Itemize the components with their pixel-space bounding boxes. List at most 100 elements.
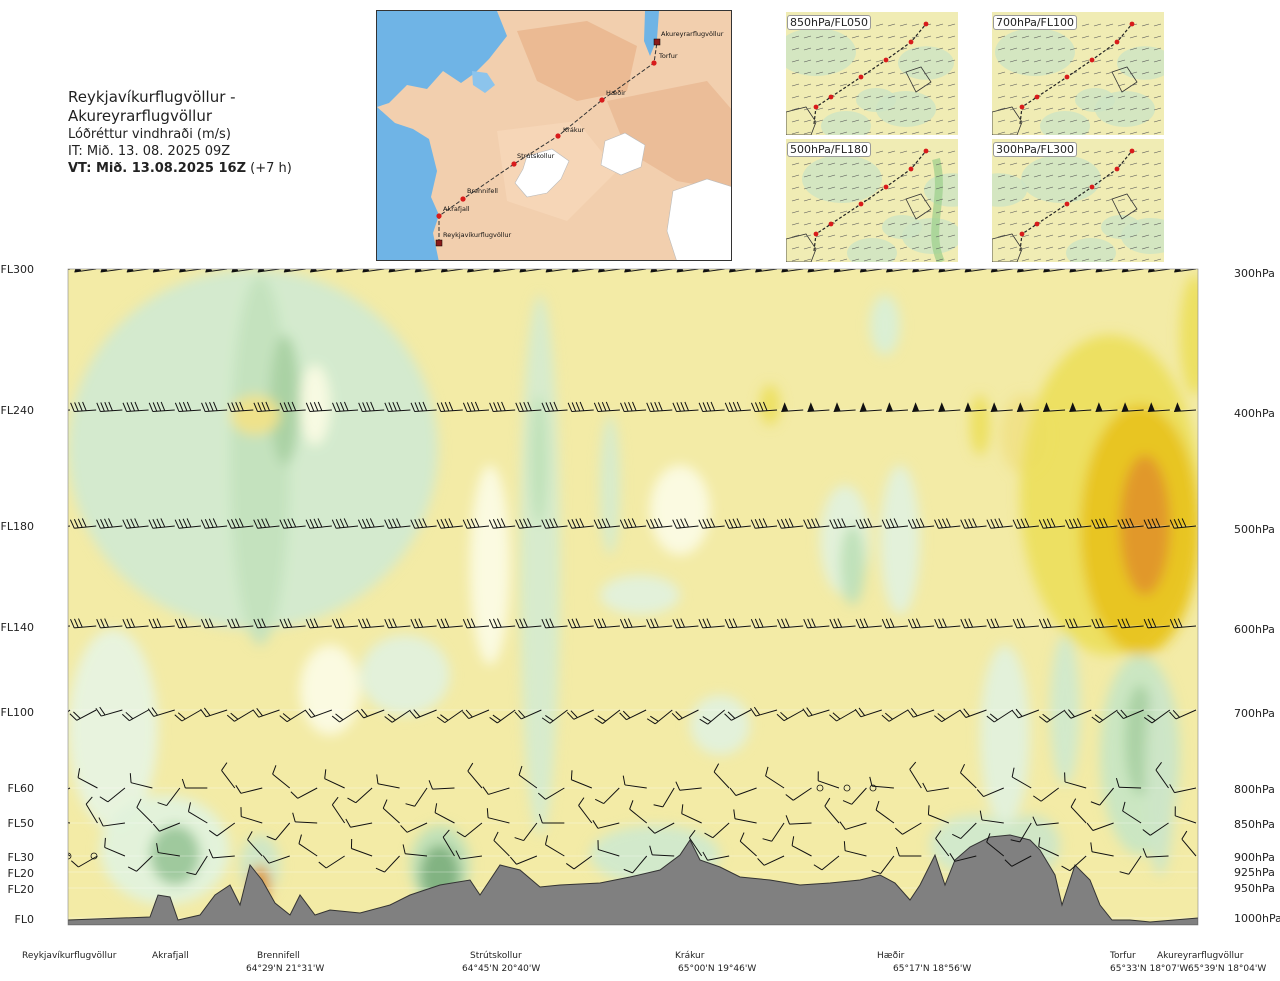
cross-section-plot — [67, 268, 1199, 926]
lake — [472, 71, 495, 93]
wind-barb — [362, 269, 385, 273]
wind-barb — [702, 851, 730, 861]
wind-barb — [208, 849, 235, 859]
wind-barb — [909, 761, 922, 789]
wind-barb — [649, 845, 675, 857]
wind-barb — [934, 518, 961, 529]
wind-barb — [698, 401, 725, 413]
waypoint-label: Akureyrarflugvöllur — [661, 30, 724, 38]
wind-barb — [1064, 709, 1092, 719]
wind-barb — [781, 402, 804, 413]
wind-barb — [515, 618, 542, 629]
wind-barb — [1142, 848, 1169, 858]
wind-barb — [436, 709, 464, 724]
wind-barb — [375, 855, 400, 873]
wind-barb — [179, 269, 201, 273]
wind-barb — [807, 402, 830, 413]
panel-500hpa[interactable]: 500hPa/FL180 — [786, 139, 958, 262]
wind-barb — [619, 518, 647, 529]
wind-barb — [357, 708, 385, 719]
wind-barb — [1032, 816, 1059, 826]
fl-label: FL30 — [7, 851, 34, 864]
wind-barb — [698, 618, 725, 629]
wind-barb — [934, 709, 961, 723]
wind-barb — [455, 850, 483, 860]
pressure-label: 300hPa — [1234, 267, 1275, 280]
wind-barb — [1086, 822, 1114, 831]
wind-barb — [1181, 830, 1197, 857]
wind-barb — [174, 401, 201, 413]
wind-barb — [489, 618, 516, 629]
wind-barb — [1090, 787, 1114, 806]
wind-barb — [436, 518, 463, 529]
wind-barb — [949, 853, 977, 862]
wind-barb — [724, 401, 751, 413]
wind-barb — [148, 401, 175, 413]
wind-barb — [136, 798, 153, 824]
wind-barb — [442, 829, 455, 857]
wind-barb — [623, 855, 648, 874]
wind-barb — [750, 401, 778, 413]
wind-barb — [938, 269, 961, 273]
contour-region — [530, 395, 548, 525]
wind-barb — [1070, 798, 1087, 824]
wind-barb — [99, 787, 126, 803]
wind-barb — [252, 708, 280, 718]
wind-barb — [619, 709, 647, 721]
wind-barb — [624, 269, 647, 273]
pressure-label: 1000hPa — [1234, 912, 1280, 925]
panel-label: 300hPa/FL300 — [993, 142, 1078, 157]
wind-barb — [486, 808, 510, 824]
contour-region — [980, 645, 1030, 825]
wind-barb — [266, 822, 291, 841]
waypoint-marker — [599, 97, 605, 103]
wind-barb — [541, 401, 568, 413]
pressure-label: 925hPa — [1234, 866, 1275, 879]
wind-barb — [960, 763, 977, 789]
panel-label: 500hPa/FL180 — [787, 142, 872, 157]
location-coord: 64°29'N 21°31'W — [246, 964, 325, 974]
fl-label: FL140 — [0, 621, 34, 634]
waypoint-marker — [511, 161, 517, 167]
waypoint-label: Torfur — [658, 52, 678, 60]
wind-barb — [934, 618, 961, 629]
contour-region — [600, 415, 620, 555]
wind-barb — [122, 518, 149, 529]
location-coord: 65°17'N 18°56'W — [893, 964, 972, 974]
calm-marker — [816, 784, 824, 792]
fl-label: FL20 — [7, 867, 34, 880]
contour-region — [840, 525, 865, 605]
wind-barb — [127, 855, 153, 872]
wind-barb — [96, 518, 123, 529]
contour-region — [650, 465, 710, 555]
wind-barb — [803, 618, 830, 629]
panel-850hpa[interactable]: 850hPa/FL050 — [786, 12, 958, 135]
wind-barb — [824, 797, 840, 824]
wind-barb — [676, 269, 699, 273]
location-label: Strútskollur — [470, 951, 522, 961]
initial-time: IT: Mið. 13. 08. 2025 09Z — [68, 144, 231, 159]
wind-barb — [567, 618, 594, 629]
wind-barb — [785, 787, 812, 801]
wind-barb — [181, 778, 208, 789]
wind-barb — [986, 709, 1013, 723]
wind-barb — [70, 401, 97, 413]
panel-300hpa[interactable]: 300hPa/FL300 — [992, 139, 1164, 262]
wind-barb — [290, 787, 318, 799]
chart-subtitle: Lóðréttur vindhraði (m/s) — [68, 127, 231, 142]
pressure-label: 600hPa — [1234, 623, 1275, 636]
wind-barb — [1115, 777, 1142, 789]
wind-barb — [257, 269, 280, 273]
panel-700hpa[interactable]: 700hPa/FL100 — [992, 12, 1164, 135]
wind-barb — [514, 709, 542, 720]
wind-barb — [305, 401, 332, 413]
wind-barb — [1064, 518, 1092, 529]
wind-barb — [95, 706, 123, 717]
location-coord: 65°33'N 18°07'W — [1110, 964, 1189, 974]
wind-barb — [842, 787, 867, 805]
wind-barb — [567, 518, 594, 529]
contour-region — [880, 465, 920, 615]
wind-barb — [781, 269, 804, 273]
wind-barb — [298, 834, 318, 857]
wind-barb — [567, 401, 594, 413]
